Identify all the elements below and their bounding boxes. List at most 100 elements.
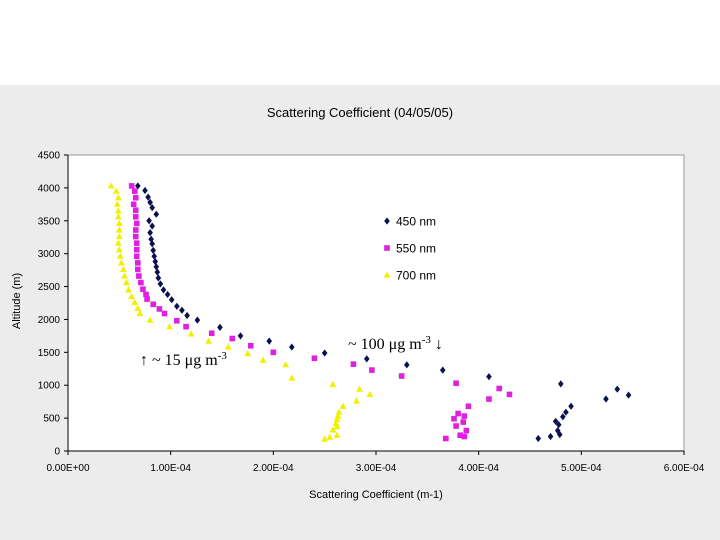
legend-label: 550 nm [396, 242, 436, 256]
x-axis-label: Scattering Coefficient (m-1) [309, 489, 443, 501]
data-point [556, 430, 563, 439]
y-tick-labels: 0 500 1000 1500 2000 2500 3000 3500 4000 4500 [38, 151, 68, 458]
data-point [135, 266, 141, 273]
data-point [114, 213, 122, 220]
data-point [134, 304, 142, 311]
data-point [229, 335, 236, 342]
data-point [144, 296, 150, 302]
annotation-15-ugm3: ↑ ~ 15 μg m-3 [140, 350, 227, 369]
annotation-100-ugm3: ~ 100 μg m-3 ↓ [348, 334, 443, 353]
data-point [321, 349, 328, 357]
data-point [149, 240, 155, 248]
data-point [461, 413, 468, 419]
x-tick-labels: 0.00E+00 1.00E-04 2.00E-04 3.00E-04 4.00E-04… [46, 451, 705, 474]
legend-marker [383, 271, 391, 278]
data-point [133, 220, 140, 227]
data-point [443, 435, 449, 442]
data-point [453, 380, 459, 387]
data-point [366, 390, 374, 398]
data-point [143, 291, 149, 298]
data-point [160, 286, 167, 294]
data-point [329, 426, 337, 433]
data-point [208, 330, 215, 337]
data-point [451, 415, 457, 422]
data-point [125, 286, 132, 293]
y-tick-label: 4500 [38, 151, 61, 162]
data-point [128, 292, 136, 300]
data-point [457, 432, 463, 439]
data-point [496, 385, 502, 392]
legend-label: 700 nm [396, 269, 436, 283]
data-point [350, 361, 357, 367]
legend-marker [384, 245, 390, 251]
data-point [123, 279, 130, 286]
data-point [311, 355, 318, 362]
data-point [115, 219, 123, 227]
data-point [439, 366, 446, 374]
data-point [155, 274, 162, 282]
data-point [486, 373, 492, 381]
data-point [131, 188, 138, 194]
data-point [288, 374, 296, 381]
data-point [151, 252, 158, 260]
data-point [130, 201, 137, 208]
legend-marker [384, 217, 390, 225]
data-point [460, 419, 467, 425]
data-point [136, 309, 144, 317]
x-tick-label: 6.00E-04 [664, 463, 705, 474]
y-tick-label: 500 [43, 414, 60, 425]
data-point [244, 350, 252, 357]
data-series [107, 182, 632, 443]
data-point [138, 279, 144, 286]
data-point [282, 361, 290, 368]
y-axis-label: Altitude (m) [11, 273, 23, 329]
data-point [289, 343, 295, 351]
data-point [132, 214, 139, 220]
y-tick-label: 2500 [38, 282, 61, 293]
data-point [187, 330, 195, 337]
data-point [329, 380, 337, 388]
data-point [259, 356, 267, 363]
data-point [247, 342, 254, 349]
data-point [114, 207, 122, 214]
data-point [149, 204, 155, 212]
data-point [194, 316, 201, 324]
series-700-nm [107, 182, 374, 442]
y-tick-label: 4000 [38, 183, 61, 194]
data-point [140, 286, 146, 292]
y-tick-label: 1000 [38, 381, 61, 392]
x-tick-label: 4.00E-04 [458, 463, 499, 474]
data-point [555, 421, 562, 429]
y-tick-label: 2000 [38, 315, 61, 326]
data-point [121, 272, 128, 279]
data-point [114, 239, 122, 246]
data-point [133, 240, 140, 246]
data-point [147, 198, 153, 206]
data-point [132, 194, 139, 201]
data-point [563, 408, 569, 416]
data-point [369, 367, 375, 373]
data-point [398, 373, 405, 379]
data-point [205, 337, 213, 344]
data-point [166, 323, 174, 330]
x-tick-label: 0.00E+00 [46, 463, 90, 474]
series-550-nm [128, 183, 513, 442]
y-tick-label: 1500 [38, 348, 61, 359]
scatter-chart: Scattering Coefficient (04/05/05) 0 500 10… [11, 105, 705, 501]
data-point [146, 316, 154, 323]
data-point [156, 306, 163, 312]
data-point [333, 415, 341, 423]
data-point [270, 349, 277, 356]
data-point [237, 332, 244, 340]
data-point [339, 402, 347, 409]
data-point [266, 337, 273, 345]
y-tick-label: 3000 [38, 249, 61, 260]
data-point [136, 273, 142, 279]
data-point [113, 200, 121, 207]
data-point [153, 210, 160, 218]
data-point [107, 182, 115, 189]
data-point [603, 395, 609, 403]
data-point [625, 391, 632, 399]
data-point [217, 323, 223, 331]
data-point [174, 317, 180, 324]
